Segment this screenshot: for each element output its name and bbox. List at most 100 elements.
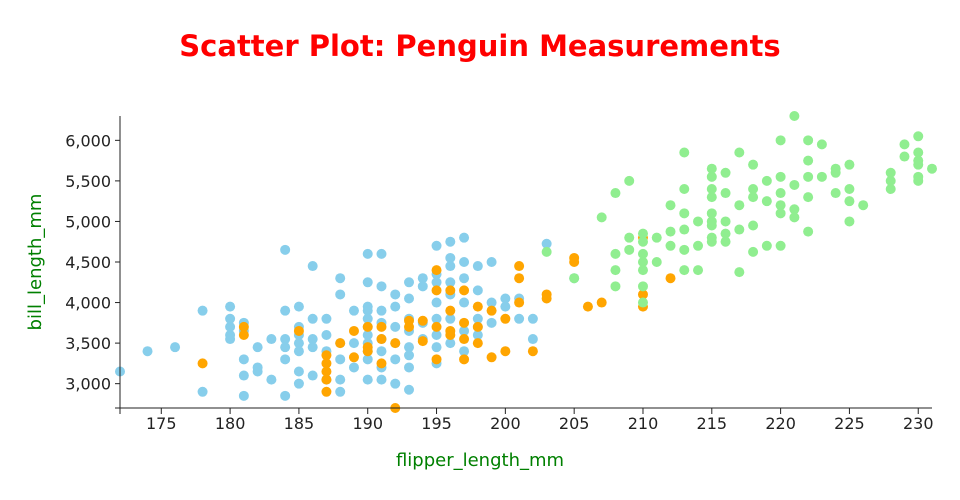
data-point (417, 273, 428, 284)
data-point (321, 350, 332, 361)
data-point (789, 204, 800, 215)
data-point (252, 342, 263, 353)
data-point (472, 285, 483, 296)
data-point (706, 236, 717, 247)
data-point (348, 305, 359, 316)
data-point (500, 313, 511, 324)
y-ticks: 3,000 3,500 4,000 4,500 5,000 5,500 6,000 (65, 131, 120, 409)
y-axis-label: bill_length_mm (25, 194, 46, 331)
data-point (376, 305, 387, 316)
data-point (362, 374, 373, 385)
data-point (431, 285, 442, 296)
data-point (307, 261, 318, 272)
data-point (459, 334, 470, 345)
data-point (720, 188, 731, 199)
data-point (527, 334, 538, 345)
data-point (362, 321, 373, 332)
data-point (637, 236, 648, 247)
data-point (803, 155, 814, 166)
data-point (459, 257, 470, 267)
data-point (445, 338, 456, 349)
data-point (816, 171, 827, 182)
data-point (789, 179, 800, 190)
data-point (431, 342, 442, 353)
data-point (459, 354, 470, 365)
data-point (514, 313, 525, 324)
data-point (445, 252, 456, 263)
data-point (280, 390, 291, 401)
data-point (706, 163, 717, 174)
x-ticks: 175 180 185 190 195 200 205 210 215 220 225 230 (119, 408, 934, 433)
data-point (624, 232, 635, 243)
data-point (307, 313, 318, 324)
data-point (637, 297, 648, 308)
data-point (472, 313, 483, 324)
data-point (582, 301, 593, 312)
data-point (197, 386, 208, 397)
data-point (706, 184, 717, 194)
data-point (541, 246, 552, 257)
x-tick-label: 180 (215, 414, 246, 433)
data-point (266, 334, 277, 345)
data-point (321, 374, 332, 385)
data-point (789, 212, 800, 223)
data-point (321, 358, 332, 369)
data-point (830, 188, 841, 199)
data-point (404, 350, 415, 361)
data-point (913, 131, 924, 142)
data-point (362, 305, 373, 316)
data-point (885, 175, 896, 186)
data-point (748, 184, 759, 194)
data-point (610, 281, 621, 292)
data-point (280, 354, 291, 365)
x-tick-label: 215 (697, 414, 728, 433)
data-point (417, 315, 428, 326)
data-point (362, 248, 373, 259)
data-point (390, 378, 401, 389)
data-point (665, 240, 676, 251)
data-point (803, 192, 814, 203)
data-point (899, 151, 910, 162)
y-tick-label: 3,500 (65, 334, 111, 353)
data-point (390, 289, 401, 300)
y-tick-label: 5,500 (65, 172, 111, 191)
data-point (679, 265, 690, 276)
data-point (459, 232, 470, 243)
data-point (761, 196, 772, 207)
data-point (362, 346, 373, 357)
data-point (830, 167, 841, 178)
data-point (376, 281, 387, 292)
data-point (321, 366, 332, 377)
data-point (803, 135, 814, 146)
data-point (637, 257, 648, 267)
data-point (459, 273, 470, 284)
data-point (748, 159, 759, 170)
data-point (238, 370, 249, 381)
data-point (445, 313, 456, 324)
data-point (720, 236, 731, 247)
data-point (280, 244, 291, 255)
data-point (376, 358, 387, 369)
data-point (803, 171, 814, 182)
data-point (472, 301, 483, 312)
data-point (445, 261, 456, 272)
data-point (280, 342, 291, 353)
data-point (362, 313, 373, 324)
data-point (252, 366, 263, 377)
data-point (885, 184, 896, 194)
data-point (445, 236, 456, 247)
y-tick-label: 4,500 (65, 253, 111, 272)
data-point (486, 352, 497, 363)
data-point (803, 226, 814, 237)
data-point (637, 248, 648, 259)
data-point (858, 200, 869, 211)
data-point (693, 265, 704, 276)
data-point (486, 297, 497, 308)
data-point (775, 208, 786, 219)
x-tick-label: 210 (628, 414, 659, 433)
data-point (459, 297, 470, 308)
data-point (445, 330, 456, 340)
x-tick-label: 195 (421, 414, 452, 433)
x-axis-label: flipper_length_mm (396, 450, 564, 471)
data-point (404, 293, 415, 304)
